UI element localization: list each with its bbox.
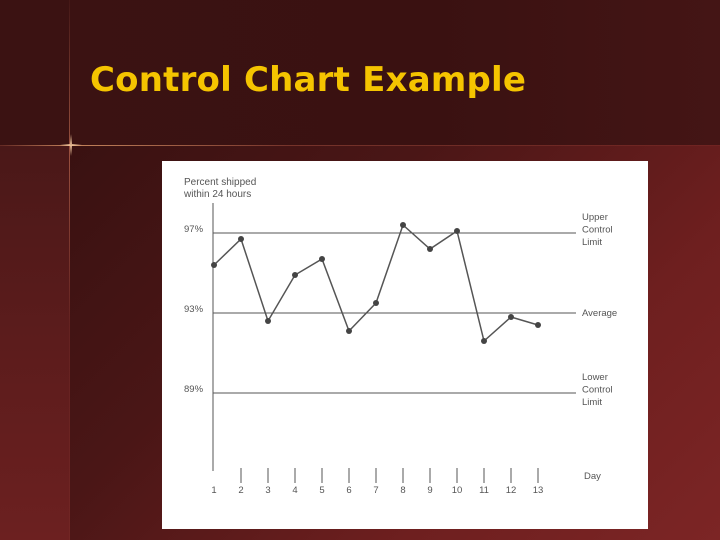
data-point <box>508 314 514 320</box>
title-band <box>0 0 720 145</box>
control-line-label: Limit <box>582 397 602 408</box>
x-tick-label: 7 <box>373 485 378 496</box>
control-line-label: Limit <box>582 237 602 248</box>
y-tick-label: 89% <box>184 384 204 395</box>
x-tick-label: 3 <box>265 485 270 496</box>
y-axis-label-line: within 24 hours <box>183 189 251 200</box>
control-line-label: Average <box>582 308 617 319</box>
x-tick-label: 9 <box>427 485 432 496</box>
left-panel <box>0 145 70 540</box>
x-tick-label: 4 <box>292 485 297 496</box>
vertical-accent-line <box>69 0 70 540</box>
data-point <box>427 246 433 252</box>
data-point <box>265 318 271 324</box>
horizontal-accent-line <box>0 145 720 146</box>
x-tick-label: 12 <box>506 485 517 496</box>
control-line-label: Control <box>582 385 613 396</box>
data-point <box>400 222 406 228</box>
x-tick-label: 8 <box>400 485 405 496</box>
y-axis-label-line: Percent shipped <box>184 177 256 188</box>
data-point <box>481 338 487 344</box>
slide-title: Control Chart Example <box>90 60 527 100</box>
sparkle-icon <box>60 134 82 156</box>
control-line-label: Upper <box>582 212 608 223</box>
y-tick-label: 97% <box>184 224 204 235</box>
x-tick-label: 5 <box>319 485 324 496</box>
x-tick-label: 2 <box>238 485 243 496</box>
x-tick-label: 13 <box>533 485 544 496</box>
data-point <box>211 262 217 268</box>
x-tick-label: 10 <box>452 485 463 496</box>
y-tick-label: 93% <box>184 304 204 315</box>
x-tick-label: 1 <box>211 485 216 496</box>
data-point <box>535 322 541 328</box>
control-line-label: Control <box>582 225 613 236</box>
x-tick-label: 11 <box>479 485 489 496</box>
data-point <box>373 300 379 306</box>
series-line <box>213 223 539 343</box>
data-series <box>211 222 541 344</box>
data-point <box>319 256 325 262</box>
x-axis-label: Day <box>584 471 601 482</box>
data-point <box>454 228 460 234</box>
x-tick-label: 6 <box>346 485 351 496</box>
chart-panel: Percent shipped within 24 hours 97% Upper C… <box>162 161 648 529</box>
control-line-label: Lower <box>582 372 608 383</box>
data-point <box>292 272 298 278</box>
data-point <box>238 236 244 242</box>
data-point <box>346 328 352 334</box>
